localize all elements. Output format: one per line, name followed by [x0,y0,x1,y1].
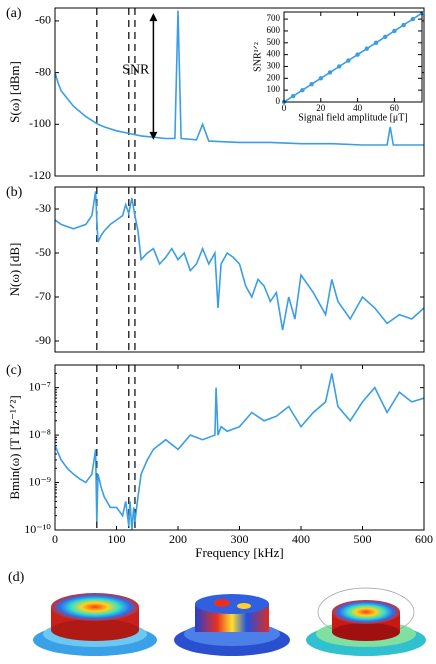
data-point [309,82,314,87]
y-tick-label: -70 [35,289,51,303]
axes-frame [54,364,425,531]
y-tick-label: 500 [267,37,281,47]
x-tick-label: 600 [415,532,433,546]
y-axis-label: N(ω) [dB] [7,243,22,297]
data-line [55,373,424,530]
y-tick-label: 10⁻⁹ [28,474,51,488]
x-axis-label: Frequency [kHz] [195,545,283,560]
y-tick-label: -90 [35,333,51,347]
x-tick-label: 400 [292,532,310,546]
x-tick-label: 40 [353,103,363,113]
data-point [346,58,351,63]
data-point [373,40,379,45]
panel-label: (b) [6,185,23,200]
y-tick-label: -100 [29,116,51,130]
x-tick-label: 0 [52,532,58,546]
x-tick-label: 0 [282,103,287,113]
x-tick-label: 20 [316,103,326,113]
data-line [55,10,424,146]
y-tick-label: 200 [267,72,281,82]
y-tick-label: 100 [267,84,281,94]
arrow-head [149,131,158,140]
x-tick-label: 60 [390,103,400,113]
data-point [291,93,296,99]
x-axis-label: Signal field amplitude [μT] [298,112,408,123]
render-3 [306,587,426,656]
y-tick-label: 10⁻⁷ [28,379,51,393]
x-tick-label: 500 [354,532,372,546]
data-line [55,191,424,331]
y-tick-label: 0 [276,96,281,106]
panel-label: (d) [8,570,25,585]
render-2 [174,594,290,656]
data-point [392,28,397,34]
arrow-head [149,13,158,22]
axes-frame [54,186,425,353]
y-axis-label: Bmin(ω) [T Hz⁻¹ᐟ²] [7,395,22,499]
y-tick-label: -60 [35,13,51,27]
annotation: SNR [122,63,150,78]
axes-frame [54,7,425,177]
data-point [410,16,415,22]
data-point [401,22,406,28]
data-point [318,76,323,81]
x-tick-label: 200 [169,532,187,546]
data-point [300,87,305,93]
x-tick-label: 300 [231,532,249,546]
y-tick-label: 300 [267,61,281,71]
data-point [364,46,369,51]
y-tick-label: -120 [29,168,51,182]
data-point [355,52,360,57]
panel-label: (a) [6,6,22,21]
y-tick-label: 10⁻⁸ [28,427,51,441]
y-tick-label: 400 [267,49,281,59]
axes-frame [283,11,423,103]
y-axis-label: SNR¹ᐟ² [252,42,263,72]
data-point [327,70,333,75]
data-line [284,12,422,102]
render-1 [33,593,157,656]
y-tick-label: 600 [267,25,281,35]
y-tick-label: 700 [267,13,281,23]
y-axis-label: S(ω) [dBm] [7,61,22,123]
data-point [337,64,342,69]
y-tick-label: 10⁻¹⁰ [24,522,51,536]
data-point [383,34,388,40]
y-tick-label: -80 [35,64,51,78]
panel-label: (c) [6,363,22,378]
y-tick-label: -30 [35,201,51,215]
x-tick-label: 100 [108,532,126,546]
y-tick-label: -50 [35,245,51,259]
